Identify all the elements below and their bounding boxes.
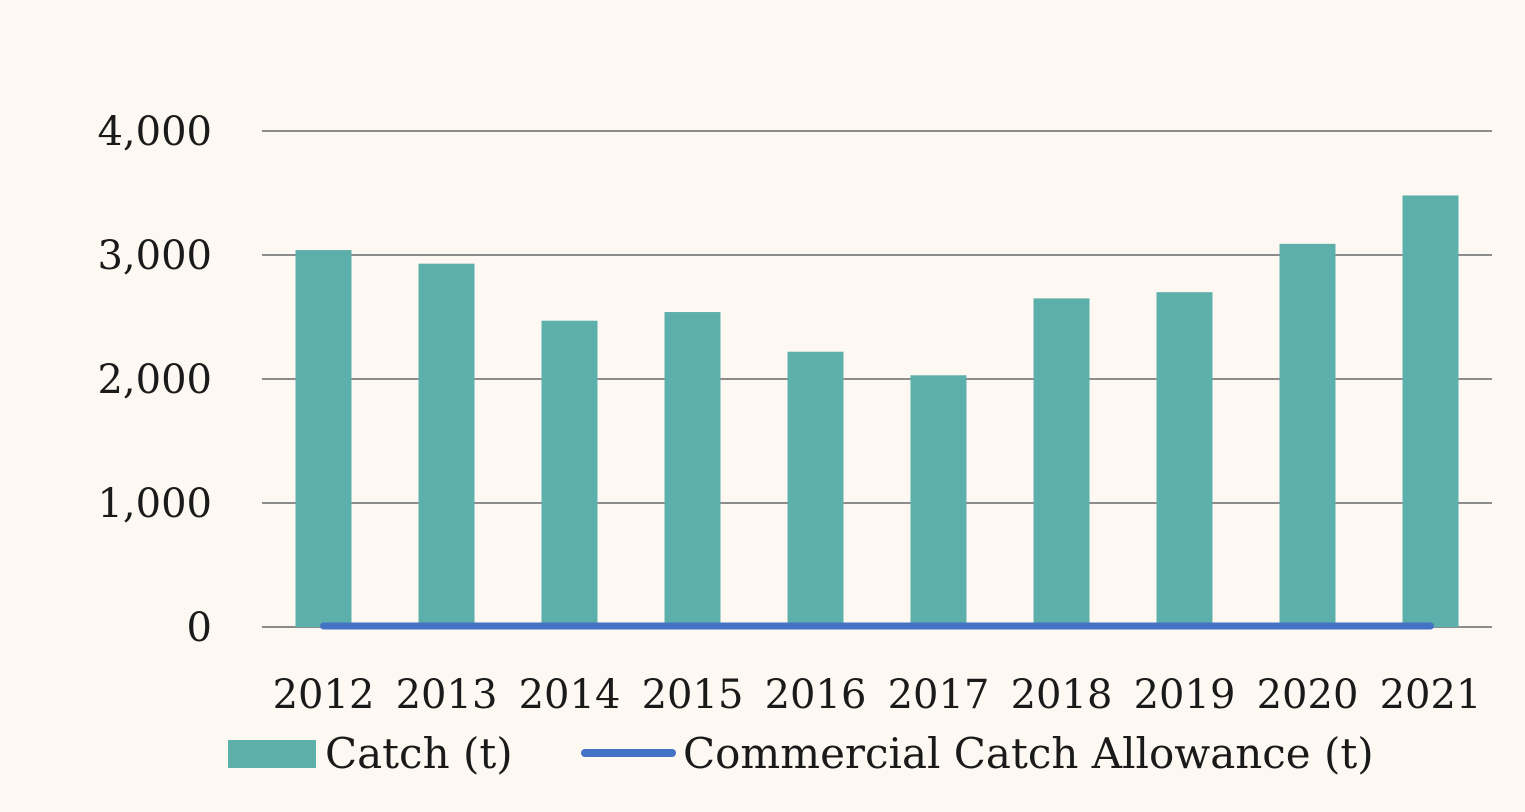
x-tick-label: 2016 [765,672,867,718]
y-axis-ticks: 0 1,000 2,000 3,000 4,000 [97,109,212,651]
y-tick-label: 1,000 [97,481,212,527]
bar-series [295,195,1459,628]
x-tick-label: 2020 [1257,672,1359,718]
bar-2020 [1279,243,1336,627]
x-axis-ticks: 2012 2013 2014 2015 2016 2017 2018 2019 2020 2021 [273,672,1482,718]
bar-2018 [1033,298,1090,627]
y-tick-label: 2,000 [97,357,212,403]
bar-2014 [541,320,598,627]
bar-2013 [418,263,475,627]
bar-2017 [910,375,967,627]
bar-2015 [664,312,721,627]
bar-2021 [1402,195,1459,628]
x-tick-label: 2017 [888,672,990,718]
y-tick-label: 0 [187,605,212,651]
x-tick-label: 2013 [396,672,498,718]
legend-label-catch: Catch (t) [325,729,513,778]
bar-2019 [1156,292,1213,627]
legend: Catch (t) Commercial Catch Allowance (t) [228,729,1374,778]
bar-2016 [787,351,844,627]
legend-label-allowance: Commercial Catch Allowance (t) [683,729,1374,778]
bar-2012 [295,250,352,628]
legend-swatch-catch [228,740,316,768]
x-tick-label: 2012 [273,672,375,718]
x-tick-label: 2018 [1011,672,1113,718]
x-tick-label: 2021 [1380,672,1482,718]
x-tick-label: 2019 [1134,672,1236,718]
y-tick-label: 4,000 [97,109,212,155]
y-tick-label: 3,000 [97,233,212,279]
x-tick-label: 2014 [519,672,621,718]
x-tick-label: 2015 [642,672,744,718]
